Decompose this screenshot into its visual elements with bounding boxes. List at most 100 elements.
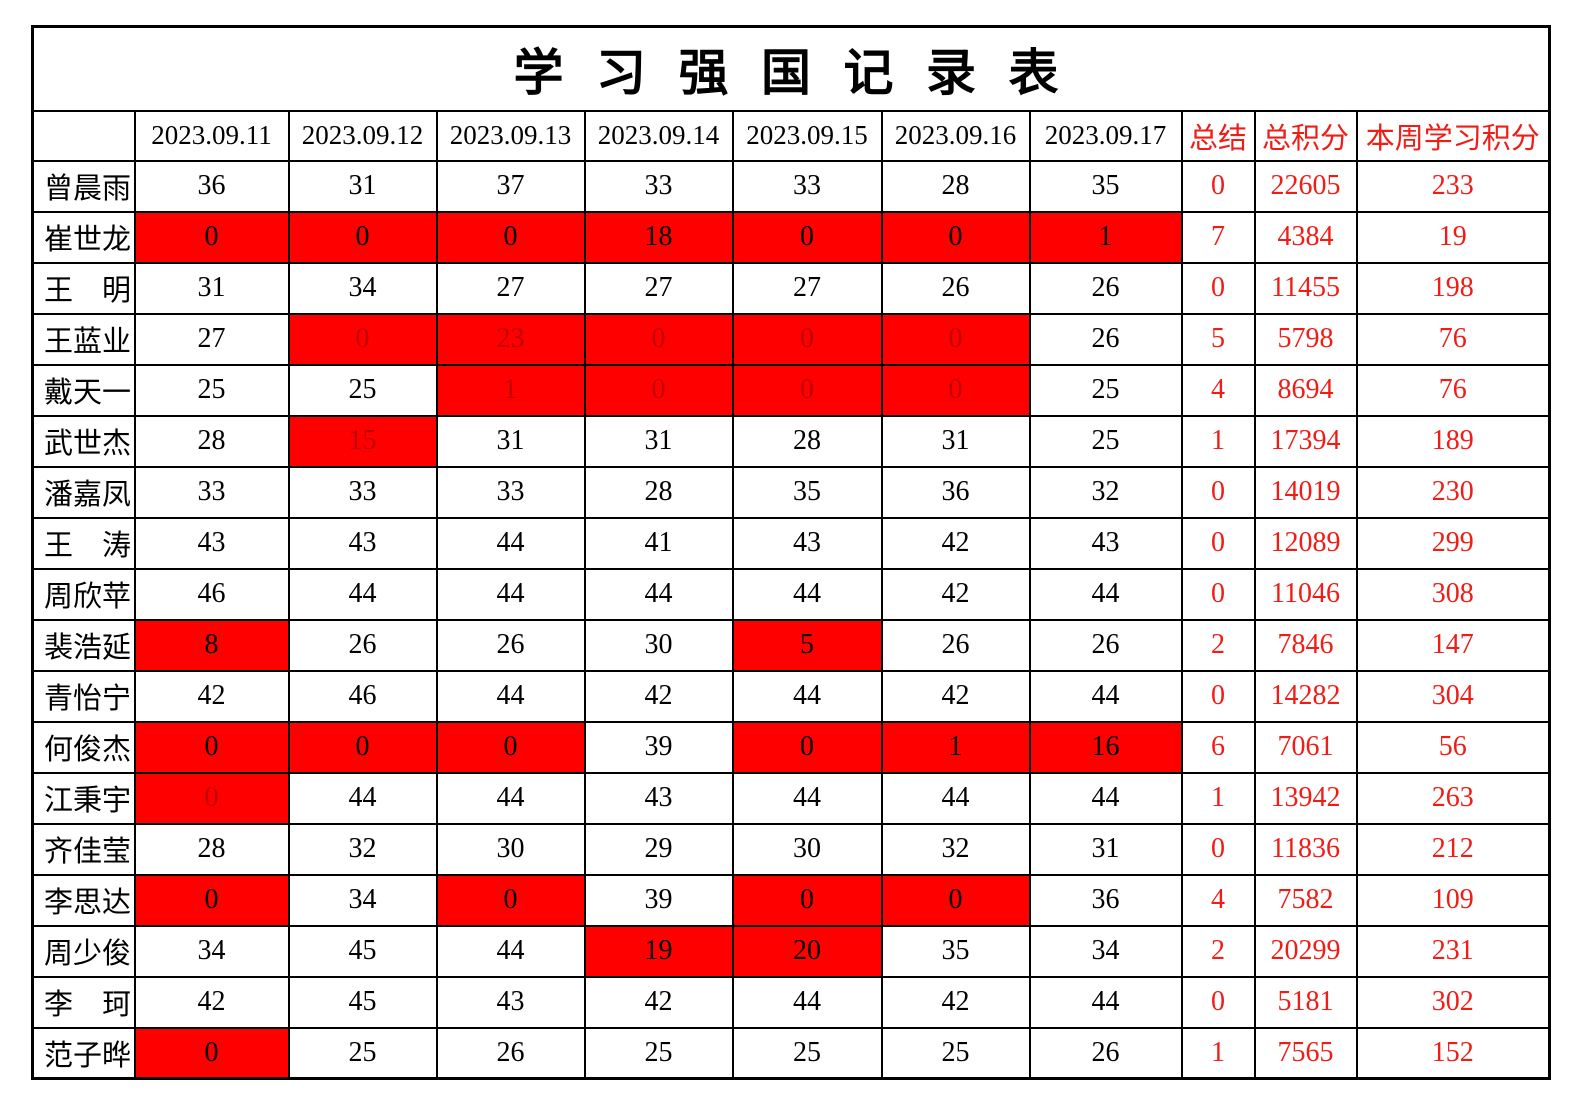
col-header-date-7: 2023.09.17 [1028, 109, 1183, 162]
student-name: 武世杰 [31, 414, 136, 468]
day-score-cell: 32 [287, 822, 438, 876]
day-score-cell: 27 [731, 261, 883, 315]
student-name: 戴天一 [31, 363, 136, 417]
record-table-body: 曾晨雨 36 31 37 33 33 28 35 0 22605 233 崔世龙 0 0 0 18 0 0 1 7 43… [31, 159, 1551, 1080]
week-points-cell: 76 [1355, 363, 1551, 417]
week-points-cell: 230 [1355, 465, 1551, 519]
day-score-cell: 16 [1028, 720, 1183, 774]
col-header-date-4: 2023.09.14 [583, 109, 734, 162]
day-score-cell: 0 [731, 873, 883, 927]
total-points-cell: 7846 [1253, 618, 1358, 672]
day-score-cell: 44 [287, 567, 438, 621]
day-score-cell: 0 [287, 210, 438, 264]
day-score-cell: 30 [583, 618, 734, 672]
summary-cell: 4 [1180, 873, 1256, 927]
day-score-cell: 44 [583, 567, 734, 621]
day-score-cell: 44 [435, 516, 586, 570]
table-row: 武世杰 28 15 31 31 28 31 25 1 17394 189 [31, 414, 1551, 468]
day-score-cell: 0 [287, 720, 438, 774]
day-score-cell: 0 [731, 363, 883, 417]
day-score-cell: 42 [880, 669, 1031, 723]
summary-cell: 2 [1180, 924, 1256, 978]
day-score-cell: 26 [1028, 312, 1183, 366]
total-points-cell: 4384 [1253, 210, 1358, 264]
day-score-cell: 42 [583, 669, 734, 723]
student-name: 周少俊 [31, 924, 136, 978]
summary-cell: 0 [1180, 516, 1256, 570]
summary-cell: 1 [1180, 771, 1256, 825]
day-score-cell: 34 [133, 924, 290, 978]
summary-cell: 6 [1180, 720, 1256, 774]
day-score-cell: 34 [1028, 924, 1183, 978]
day-score-cell: 26 [1028, 618, 1183, 672]
table-row: 范子晔 0 25 26 25 25 25 26 1 7565 152 [31, 1026, 1551, 1080]
day-score-cell: 33 [287, 465, 438, 519]
day-score-cell: 0 [731, 720, 883, 774]
student-name: 何俊杰 [31, 720, 136, 774]
day-score-cell: 28 [731, 414, 883, 468]
student-name: 李思达 [31, 873, 136, 927]
student-name: 王 明 [31, 261, 136, 315]
summary-cell: 0 [1180, 159, 1256, 213]
total-points-cell: 20299 [1253, 924, 1358, 978]
page-title: 学 习 强 国 记 录 表 [31, 25, 1551, 112]
col-header-summary: 总结 [1180, 109, 1256, 162]
day-score-cell: 44 [880, 771, 1031, 825]
day-score-cell: 0 [133, 771, 290, 825]
day-score-cell: 31 [1028, 822, 1183, 876]
table-row: 江秉宇 0 44 44 43 44 44 44 1 13942 263 [31, 771, 1551, 825]
day-score-cell: 26 [880, 261, 1031, 315]
day-score-cell: 0 [880, 873, 1031, 927]
table-row: 青怡宁 42 46 44 42 44 42 44 0 14282 304 [31, 669, 1551, 723]
week-points-cell: 19 [1355, 210, 1551, 264]
day-score-cell: 46 [133, 567, 290, 621]
day-score-cell: 44 [731, 567, 883, 621]
day-score-cell: 44 [287, 771, 438, 825]
week-points-cell: 299 [1355, 516, 1551, 570]
week-points-cell: 231 [1355, 924, 1551, 978]
day-score-cell: 0 [435, 210, 586, 264]
day-score-cell: 44 [435, 669, 586, 723]
total-points-cell: 22605 [1253, 159, 1358, 213]
record-table: 学 习 强 国 记 录 表 2023.09.11 2023.09.12 2023… [31, 25, 1552, 1080]
day-score-cell: 31 [583, 414, 734, 468]
day-score-cell: 26 [880, 618, 1031, 672]
day-score-cell: 45 [287, 975, 438, 1029]
week-points-cell: 233 [1355, 159, 1551, 213]
day-score-cell: 37 [435, 159, 586, 213]
day-score-cell: 27 [133, 312, 290, 366]
table-row: 裴浩延 8 26 26 30 5 26 26 2 7846 147 [31, 618, 1551, 672]
day-score-cell: 26 [435, 618, 586, 672]
day-score-cell: 5 [731, 618, 883, 672]
summary-cell: 4 [1180, 363, 1256, 417]
day-score-cell: 44 [1028, 975, 1183, 1029]
table-row: 周欣苹 46 44 44 44 44 42 44 0 11046 308 [31, 567, 1551, 621]
day-score-cell: 41 [583, 516, 734, 570]
day-score-cell: 27 [435, 261, 586, 315]
day-score-cell: 0 [583, 363, 734, 417]
total-points-cell: 11046 [1253, 567, 1358, 621]
week-points-cell: 302 [1355, 975, 1551, 1029]
week-points-cell: 76 [1355, 312, 1551, 366]
summary-cell: 5 [1180, 312, 1256, 366]
day-score-cell: 36 [1028, 873, 1183, 927]
table-row: 戴天一 25 25 1 0 0 0 25 4 8694 76 [31, 363, 1551, 417]
corner-cell [31, 109, 136, 162]
day-score-cell: 20 [731, 924, 883, 978]
week-points-cell: 109 [1355, 873, 1551, 927]
table-row: 曾晨雨 36 31 37 33 33 28 35 0 22605 233 [31, 159, 1551, 213]
day-score-cell: 1 [435, 363, 586, 417]
day-score-cell: 28 [133, 822, 290, 876]
day-score-cell: 33 [583, 159, 734, 213]
day-score-cell: 0 [880, 210, 1031, 264]
day-score-cell: 44 [435, 567, 586, 621]
day-score-cell: 43 [731, 516, 883, 570]
total-points-cell: 5181 [1253, 975, 1358, 1029]
total-points-cell: 5798 [1253, 312, 1358, 366]
student-name: 青怡宁 [31, 669, 136, 723]
day-score-cell: 32 [880, 822, 1031, 876]
student-name: 潘嘉凤 [31, 465, 136, 519]
table-row: 王 涛 43 43 44 41 43 42 43 0 12089 299 [31, 516, 1551, 570]
day-score-cell: 25 [1028, 414, 1183, 468]
day-score-cell: 35 [731, 465, 883, 519]
